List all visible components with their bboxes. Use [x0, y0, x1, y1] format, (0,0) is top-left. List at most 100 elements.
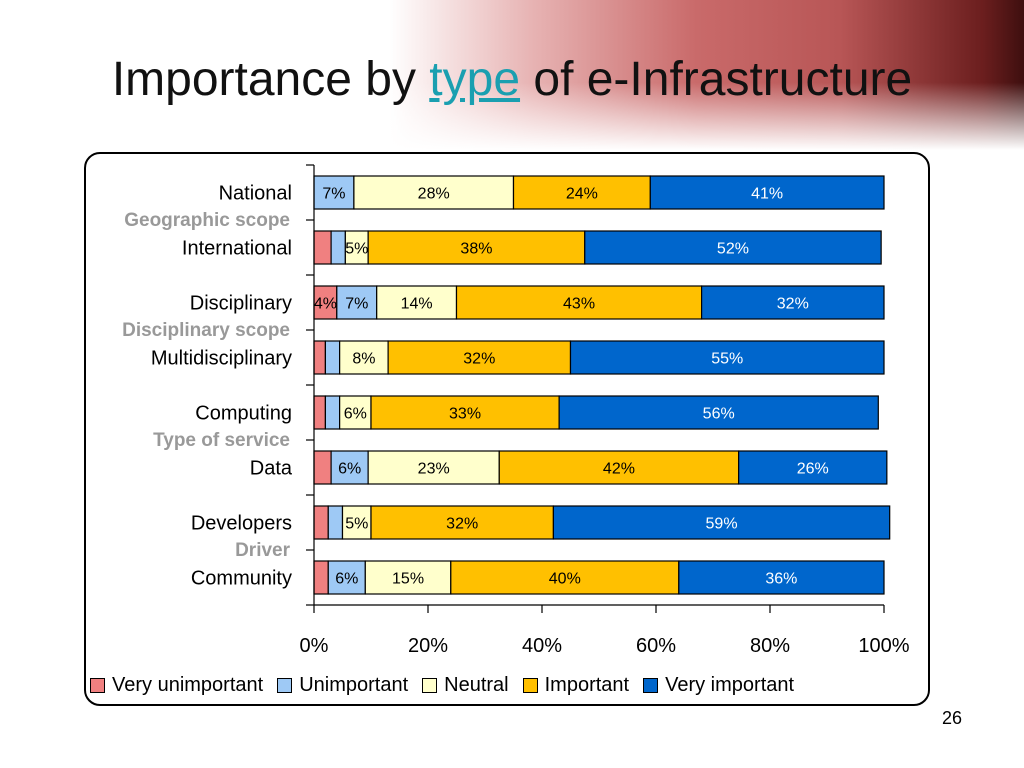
- slide-title: Importance by type of e-Infrastructure: [0, 52, 1024, 107]
- bar-segment: [367, 450, 500, 485]
- data-label: 6%: [338, 461, 361, 478]
- data-label: 6%: [335, 571, 358, 588]
- x-tick-label: 80%: [750, 635, 790, 657]
- bar-segment: [336, 285, 378, 320]
- legend-item: Very unimportant: [90, 674, 263, 697]
- legend-swatch: [643, 677, 659, 693]
- category-label: International: [182, 238, 292, 260]
- bar-segment: [364, 560, 452, 595]
- legend-swatch: [422, 677, 438, 693]
- data-label: 24%: [566, 186, 598, 203]
- category-label: Data: [250, 458, 293, 480]
- bar-segment: [339, 395, 372, 430]
- slide-title-part-2: of e-Infrastructure: [520, 53, 913, 106]
- data-label: 32%: [463, 351, 495, 368]
- bar-segment: [558, 395, 879, 430]
- data-label: 33%: [449, 406, 481, 423]
- legend-item: Neutral: [422, 673, 509, 697]
- category-label: National: [219, 183, 292, 205]
- bar-segment: [327, 505, 344, 540]
- category-label: Disciplinary: [190, 293, 292, 315]
- x-tick-label: 60%: [636, 635, 676, 657]
- bar-segment: [353, 175, 515, 210]
- data-label: 26%: [797, 461, 829, 478]
- bar-segment: [370, 395, 560, 430]
- group-label: Geographic scope: [124, 210, 290, 231]
- bar-segment: [552, 505, 891, 540]
- bar-segment: [313, 505, 329, 540]
- legend-label: Very unimportant: [112, 673, 264, 696]
- legend-item: Unimportant: [277, 674, 408, 697]
- bar-segment: [512, 175, 651, 210]
- legend-item: Very important: [643, 674, 794, 697]
- category-label: Developers: [191, 513, 292, 535]
- bar-segment: [313, 450, 332, 485]
- x-tick-label: 40%: [522, 635, 562, 657]
- data-label: 15%: [392, 571, 424, 588]
- data-label: 52%: [717, 241, 749, 258]
- group-label: Type of service: [153, 430, 290, 451]
- bar-segment: [455, 285, 703, 320]
- chart-legend: Very unimportant Unimportant Neutral Import…: [90, 672, 808, 698]
- data-label: 55%: [711, 351, 743, 368]
- data-label: 40%: [549, 571, 581, 588]
- data-label: 41%: [751, 186, 783, 203]
- data-label: 56%: [703, 406, 735, 423]
- bar-segment: [313, 340, 326, 375]
- x-tick-label: 0%: [300, 635, 329, 657]
- data-label: 36%: [765, 571, 797, 588]
- category-label: Community: [191, 568, 292, 590]
- data-label: 59%: [706, 516, 738, 533]
- legend-swatch: [90, 677, 105, 693]
- bar-segment: [738, 450, 888, 485]
- category-label: Computing: [195, 403, 292, 425]
- bar-segment: [339, 340, 389, 375]
- group-label: Driver: [235, 540, 291, 561]
- slide-title-link[interactable]: type: [429, 53, 521, 106]
- bar-segment: [678, 560, 885, 595]
- data-label: 23%: [418, 461, 450, 478]
- bar-segment: [649, 175, 885, 210]
- group-label: Disciplinary scope: [122, 320, 290, 341]
- slide-title-part-1: Importance by: [111, 53, 430, 106]
- legend-label: Neutral: [444, 673, 509, 696]
- data-label: 28%: [418, 186, 450, 203]
- data-label: 5%: [345, 516, 368, 533]
- data-label: 42%: [603, 461, 635, 478]
- legend-item: Important: [522, 673, 630, 697]
- data-label: 14%: [401, 296, 433, 313]
- bar-segment: [498, 450, 740, 485]
- legend-label: Unimportant: [299, 673, 409, 696]
- legend-label: Important: [544, 673, 630, 696]
- header-gradient-fade: [0, 0, 1024, 150]
- data-label: 5%: [345, 241, 368, 258]
- bar-segment: [327, 560, 366, 595]
- category-label: Multidisciplinary: [151, 348, 292, 370]
- data-label: 43%: [563, 296, 595, 313]
- bar-segment: [584, 230, 882, 265]
- bar-segment: [324, 395, 341, 430]
- bar-segment: [376, 285, 458, 320]
- data-label: 7%: [322, 186, 345, 203]
- legend-swatch: [277, 677, 293, 693]
- bar-segment: [313, 395, 326, 430]
- bar-segment: [370, 505, 554, 540]
- data-label: 38%: [460, 241, 492, 258]
- bar-segment: [569, 340, 885, 375]
- bar-segment: [341, 505, 372, 540]
- bar-segment: [324, 340, 341, 375]
- bar-segment: [367, 230, 586, 265]
- bar-segment: [387, 340, 572, 375]
- data-label: 6%: [344, 406, 367, 423]
- data-label: 32%: [777, 296, 809, 313]
- bar-segment: [313, 560, 329, 595]
- bar-segment: [313, 230, 332, 265]
- bar-segment: [700, 285, 885, 320]
- data-label: 4%: [314, 296, 337, 313]
- x-tick-label: 20%: [408, 635, 448, 657]
- bar-segment: [450, 560, 680, 595]
- legend-swatch: [522, 677, 538, 693]
- data-label: 8%: [352, 351, 375, 368]
- legend-label: Very important: [665, 673, 795, 696]
